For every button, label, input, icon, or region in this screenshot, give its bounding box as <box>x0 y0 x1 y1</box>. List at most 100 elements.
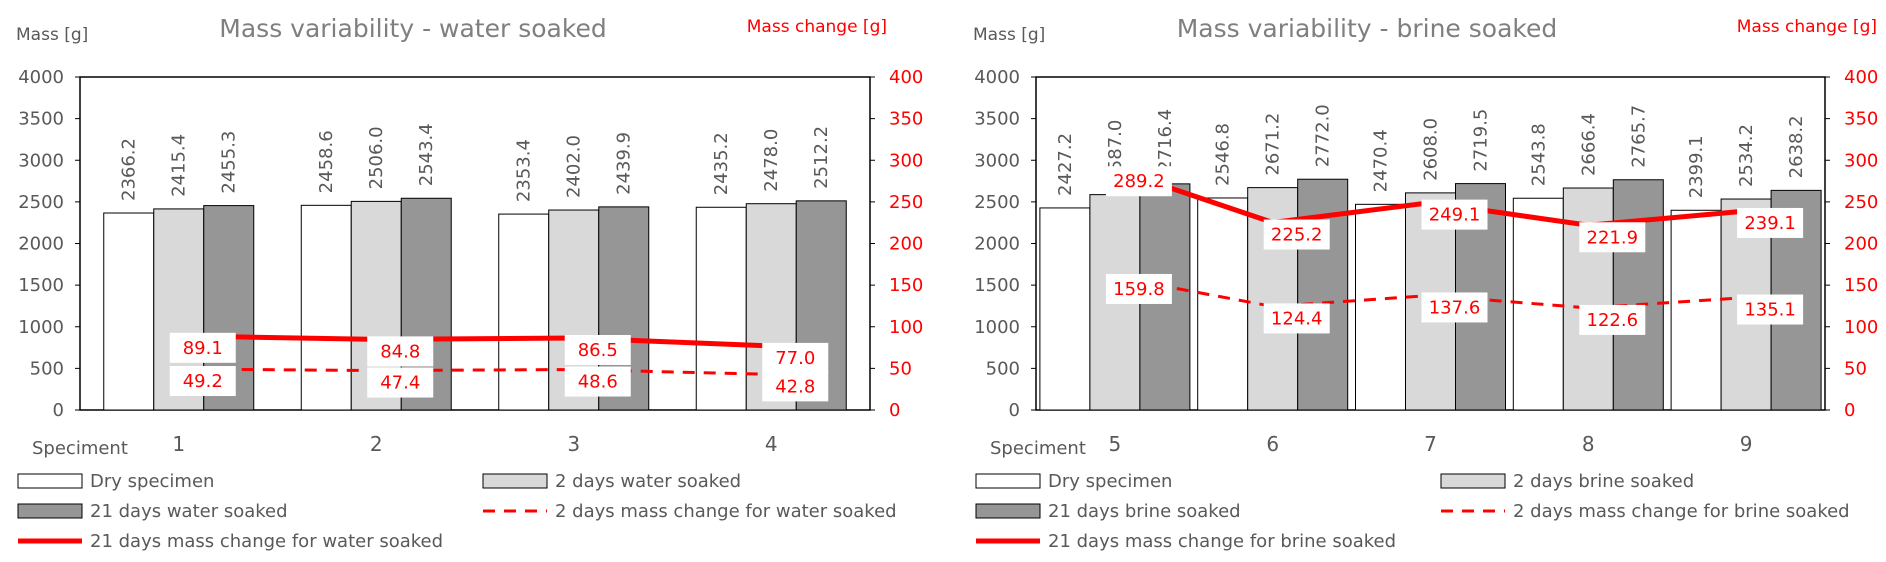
bar-value-label: 2427.2 <box>1055 133 1076 196</box>
y2-tick-label: 150 <box>1844 275 1878 296</box>
legend-label: Dry specimen <box>90 471 214 492</box>
line-value-label: 221.9 <box>1587 227 1639 248</box>
bar <box>1612 179 1664 411</box>
y-tick-label: 4000 <box>18 67 64 88</box>
y2-tick-label: 350 <box>1844 109 1878 130</box>
bar-value-label: 2671.2 <box>1263 113 1284 176</box>
y-tick-label: 2500 <box>974 192 1020 213</box>
bar-value-label: 2534.2 <box>1736 124 1757 187</box>
legend: Dry specimen 2 days brine soaked 21 days b… <box>975 471 1850 552</box>
y-tick-label: 500 <box>986 358 1020 379</box>
y2-axis-ticks: 0 50 100 150 200 250 300 350 400 <box>1825 67 1878 421</box>
category-label: 5 <box>1109 432 1122 456</box>
y2-tick-label: 350 <box>889 109 923 130</box>
y2-tick-label: 50 <box>1844 358 1867 379</box>
bar-value-label: 2402.0 <box>564 135 585 198</box>
line-label-box <box>169 366 236 397</box>
line-value-label: 249.1 <box>1429 205 1481 226</box>
bar-value-label: 2666.4 <box>1578 113 1599 176</box>
y-axis-ticks: 0 500 1000 1500 2000 2500 3000 3500 4000 <box>18 67 80 421</box>
y-tick-label: 4000 <box>974 67 1020 88</box>
y2-tick-label: 150 <box>889 275 923 296</box>
bar-value-label: 2638.2 <box>1786 115 1807 178</box>
y-tick-label: 0 <box>53 400 64 421</box>
y-tick-label: 2000 <box>974 234 1020 255</box>
legend-item: 21 days mass change for water soaked <box>18 531 443 552</box>
line-label-box <box>367 336 434 367</box>
legend-item: 21 days water soaked <box>17 501 288 522</box>
category-label: 2 <box>370 432 383 456</box>
line-labels-2: 89.1 84.8 86.5 77.0 <box>169 332 829 373</box>
legend-item: 21 days brine soaked <box>975 501 1241 522</box>
line-value-label: 124.4 <box>1271 308 1323 329</box>
chart-1: Mass variability - water soaked Mass [g] M… <box>16 14 923 552</box>
y2-tick-label: 300 <box>889 150 923 171</box>
line-value-label: 86.5 <box>578 340 618 361</box>
y2-tick-label: 200 <box>889 234 923 255</box>
legend-item: 21 days mass change for brine soaked <box>976 531 1396 552</box>
x-axis-categories: 1 2 3 4 <box>172 432 777 456</box>
legend-label: Dry specimen <box>1048 471 1172 492</box>
line-label-box <box>1421 199 1488 230</box>
x-axis-categories: 5 6 7 8 9 <box>1109 432 1753 456</box>
line-label-box <box>367 367 434 398</box>
y-tick-label: 1000 <box>18 317 64 338</box>
legend-label: 21 days mass change for brine soaked <box>1048 531 1396 552</box>
y2-tick-label: 250 <box>889 192 923 213</box>
y2-axis-label: Mass change [g] <box>747 17 887 37</box>
bar-value-label: 2506.0 <box>366 126 387 189</box>
legend-label: 21 days water soaked <box>90 501 288 522</box>
dashed-line-2-days <box>178 367 772 376</box>
legend-item: 2 days brine soaked <box>1440 471 1694 492</box>
line-label-box <box>762 342 829 373</box>
line-value-label: 135.1 <box>1744 300 1796 321</box>
category-label: 4 <box>765 432 778 456</box>
bar-value-label: 2716.4 <box>1155 109 1176 172</box>
legend-item: 2 days mass change for brine soaked <box>1441 501 1850 522</box>
bar-value-label: 2772.0 <box>1313 104 1334 167</box>
bar-series-1: 2427.2 2546.8 2470.4 2543.8 2399.1 <box>1039 123 1722 411</box>
line-value-label: 122.6 <box>1587 310 1639 331</box>
chart-2: Mass variability - brine soaked Mass [g] M… <box>973 14 1878 552</box>
legend-label: 2 days mass change for water soaked <box>555 501 897 522</box>
line-labels-1: 159.8 124.4 137.6 122.6 135.1 <box>1105 273 1804 335</box>
y2-tick-label: 100 <box>889 317 923 338</box>
legend-swatch <box>975 473 1041 489</box>
line-label-box <box>564 334 631 365</box>
bar-value-label: 2478.0 <box>761 129 782 192</box>
category-label: 1 <box>172 432 185 456</box>
line-label-box <box>1105 166 1172 197</box>
y-tick-label: 1500 <box>18 275 64 296</box>
bar-value-label: 2455.3 <box>219 131 240 194</box>
legend: Dry specimen 2 days water soaked 21 days w… <box>17 471 897 552</box>
line-label-box <box>1263 303 1330 334</box>
line-value-label: 289.2 <box>1113 171 1165 192</box>
y-tick-label: 3000 <box>974 150 1020 171</box>
bar <box>1039 207 1091 411</box>
x-axis-label: Speciment <box>990 438 1086 459</box>
y2-tick-label: 400 <box>1844 67 1878 88</box>
legend-swatch <box>1440 473 1506 489</box>
legend-item: 2 days mass change for water soaked <box>483 501 897 522</box>
legend-item: Dry specimen <box>975 471 1172 492</box>
y2-tick-label: 400 <box>889 67 923 88</box>
line-labels-1: 49.2 47.4 48.6 42.8 <box>169 366 829 402</box>
line-labels-2: 289.2 225.2 249.1 221.9 239.1 <box>1105 166 1804 253</box>
chart-title: Mass variability - water soaked <box>219 14 606 43</box>
line-label-box <box>762 371 829 402</box>
bar-value-label: 2546.8 <box>1213 123 1234 186</box>
line-value-label: 42.8 <box>775 376 815 397</box>
y2-tick-label: 0 <box>889 400 900 421</box>
legend-swatch <box>17 473 83 489</box>
legend-label: 21 days brine soaked <box>1048 501 1241 522</box>
line-value-label: 77.0 <box>775 348 815 369</box>
category-label: 9 <box>1740 432 1753 456</box>
y-tick-label: 2000 <box>18 234 64 255</box>
y-tick-label: 2500 <box>18 192 64 213</box>
category-label: 6 <box>1266 432 1279 456</box>
line-value-label: 225.2 <box>1271 225 1323 246</box>
y-tick-label: 3500 <box>18 109 64 130</box>
legend-swatch <box>17 503 83 519</box>
category-label: 8 <box>1582 432 1595 456</box>
